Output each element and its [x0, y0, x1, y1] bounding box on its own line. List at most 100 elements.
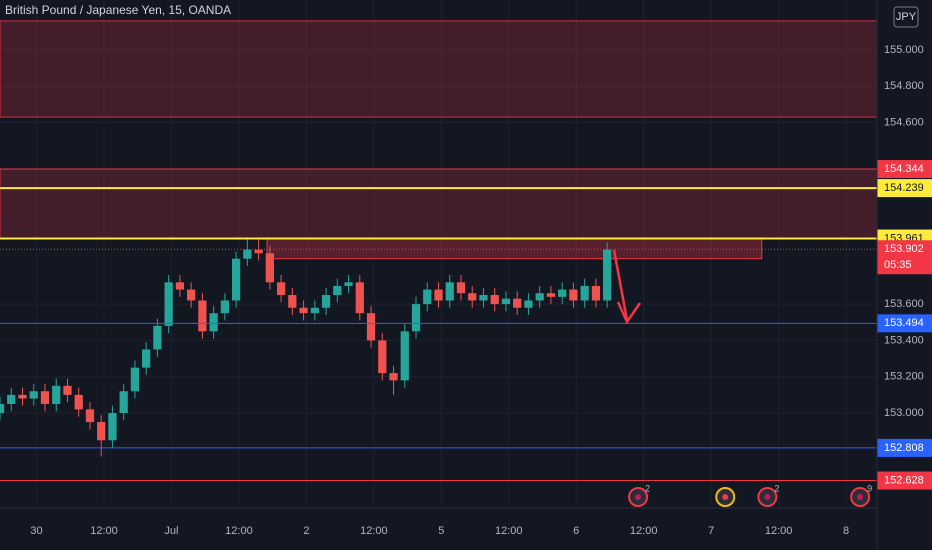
candle-body — [108, 413, 117, 441]
y-tick-label: 155.000 — [884, 44, 924, 56]
x-tick-label: 2 — [303, 525, 309, 537]
y-tick-label: 154.600 — [884, 116, 924, 128]
candle-body — [7, 394, 16, 404]
candle-body — [580, 285, 589, 301]
candle-body — [501, 298, 511, 305]
event-count: 2 — [645, 483, 650, 493]
event-dot — [857, 494, 864, 500]
candle-body — [299, 307, 308, 314]
candle-body — [468, 293, 477, 301]
candle-body — [558, 289, 567, 297]
x-tick-label: Jul — [164, 525, 178, 537]
level-tag — [877, 314, 932, 333]
last-price-label: 153.902 — [884, 243, 924, 255]
candle-body — [513, 298, 522, 308]
candle-body — [445, 282, 454, 301]
x-tick-label: 12:00 — [765, 525, 793, 537]
countdown: 05:35 — [884, 259, 912, 271]
x-tick-label: 12:00 — [225, 525, 253, 537]
candle-body — [231, 258, 241, 301]
candle-body — [142, 349, 151, 368]
candle-body — [0, 403, 5, 414]
candle-body — [310, 307, 319, 314]
candle-body — [175, 282, 185, 290]
currency-button[interactable] — [893, 6, 919, 28]
x-tick-label: 12:00 — [495, 525, 523, 537]
candle-body — [546, 293, 556, 297]
candle-body — [265, 253, 274, 283]
candle-body — [85, 409, 95, 423]
x-tick-label: 12:00 — [360, 525, 388, 537]
y-tick-label: 153.000 — [884, 407, 924, 419]
candle-body — [52, 385, 61, 404]
plot-layer: 155.000 154.800 154.600 153.600 153.400 153.2… — [0, 0, 932, 537]
candle-body — [119, 391, 128, 414]
candle-body — [591, 285, 601, 301]
zone — [0, 168, 878, 240]
y-tick-label: 153.600 — [884, 298, 924, 310]
x-tick-label: 7 — [708, 525, 714, 537]
candle-body — [355, 282, 364, 314]
candle-body — [411, 304, 421, 332]
x-tick-label: 12:00 — [90, 525, 118, 537]
candle-body — [400, 331, 409, 381]
candle-body — [288, 295, 297, 308]
x-tick-label: 5 — [438, 525, 444, 537]
candle-body — [344, 282, 353, 286]
zone — [0, 20, 878, 118]
down-arrow — [612, 249, 642, 325]
candle-body — [220, 300, 229, 314]
level-tag — [877, 438, 932, 457]
candle-body — [130, 367, 140, 392]
box — [266, 238, 763, 260]
x-tick-label: 8 — [843, 525, 849, 537]
level-label: 154.239 — [884, 182, 924, 194]
candle-body — [153, 325, 162, 350]
candle-body — [321, 295, 331, 308]
candle-body — [479, 295, 488, 301]
candle-body — [198, 300, 207, 332]
level-tag — [877, 471, 932, 490]
candle-body — [209, 313, 218, 332]
candle-body — [333, 285, 342, 296]
event-dot — [764, 494, 771, 500]
candle-body — [535, 293, 544, 301]
level-label: 153.494 — [884, 317, 924, 329]
symbol-title: British Pound / Japanese Yen, 15, OANDA — [5, 3, 231, 17]
candle-body — [243, 249, 252, 259]
candle-body — [164, 282, 173, 326]
candle-body — [490, 295, 499, 305]
candle-body — [524, 300, 533, 308]
x-tick-label: 30 — [30, 525, 42, 537]
level-tag — [877, 179, 932, 198]
candle-body — [603, 249, 612, 301]
candle-body — [18, 394, 27, 399]
currency-button-label[interactable]: JPY — [896, 11, 917, 23]
candle-body — [569, 289, 578, 301]
x-tick-label: 12:00 — [630, 525, 658, 537]
candle-body — [97, 422, 106, 441]
candle-body — [276, 282, 286, 296]
candle-body — [423, 289, 432, 305]
level-label: 152.808 — [884, 442, 924, 454]
level-tag — [877, 160, 932, 179]
level-label: 154.344 — [884, 163, 924, 175]
candle-body — [389, 373, 398, 381]
event-count: 9 — [867, 483, 872, 493]
event-dot — [722, 494, 729, 500]
x-tick-label: 6 — [573, 525, 579, 537]
last-price-tag — [877, 240, 932, 275]
candle-body — [456, 282, 466, 294]
y-tick-label: 153.200 — [884, 371, 924, 383]
candle-body — [187, 289, 196, 301]
level-label: 152.628 — [884, 474, 924, 486]
y-tick-label: 154.800 — [884, 80, 924, 92]
event-count: 2 — [774, 483, 779, 493]
candle-body — [63, 385, 72, 395]
candle-body — [40, 391, 50, 404]
candle-body — [378, 340, 387, 374]
y-tick-label: 153.400 — [884, 334, 924, 346]
